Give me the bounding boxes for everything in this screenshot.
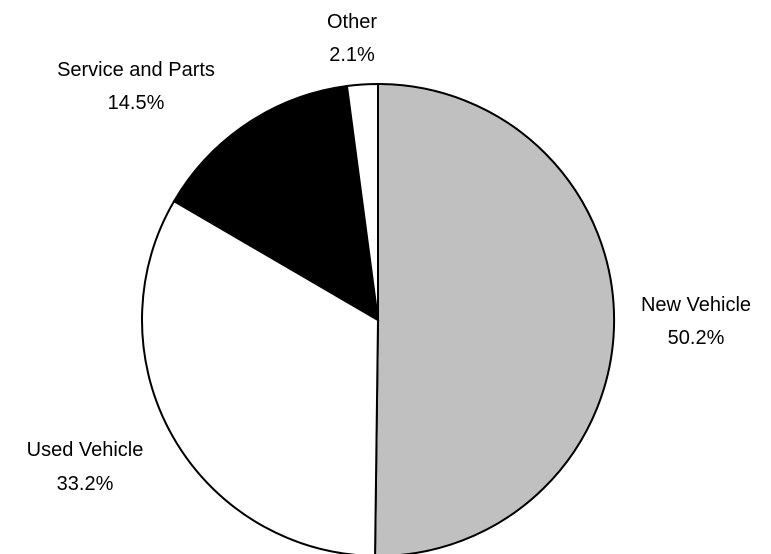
pie-slice-service-and-parts (172, 84, 380, 322)
slice-value-other: 2.1% (329, 44, 375, 66)
pie-slice-new-vehicle (374, 82, 616, 554)
slice-label-service-and-parts: Service and Parts (57, 59, 215, 81)
pie-slices (140, 82, 616, 554)
slice-value-used-vehicle: 33.2% (57, 473, 114, 495)
pie-slice-other (345, 82, 379, 321)
slice-value-service-and-parts: 14.5% (108, 92, 165, 114)
slice-label-other: Other (327, 11, 377, 33)
slice-value-new-vehicle: 50.2% (668, 327, 725, 349)
pie-slice-used-vehicle (140, 199, 380, 554)
slice-label-used-vehicle: Used Vehicle (27, 439, 144, 461)
slice-label-new-vehicle: New Vehicle (641, 294, 751, 316)
